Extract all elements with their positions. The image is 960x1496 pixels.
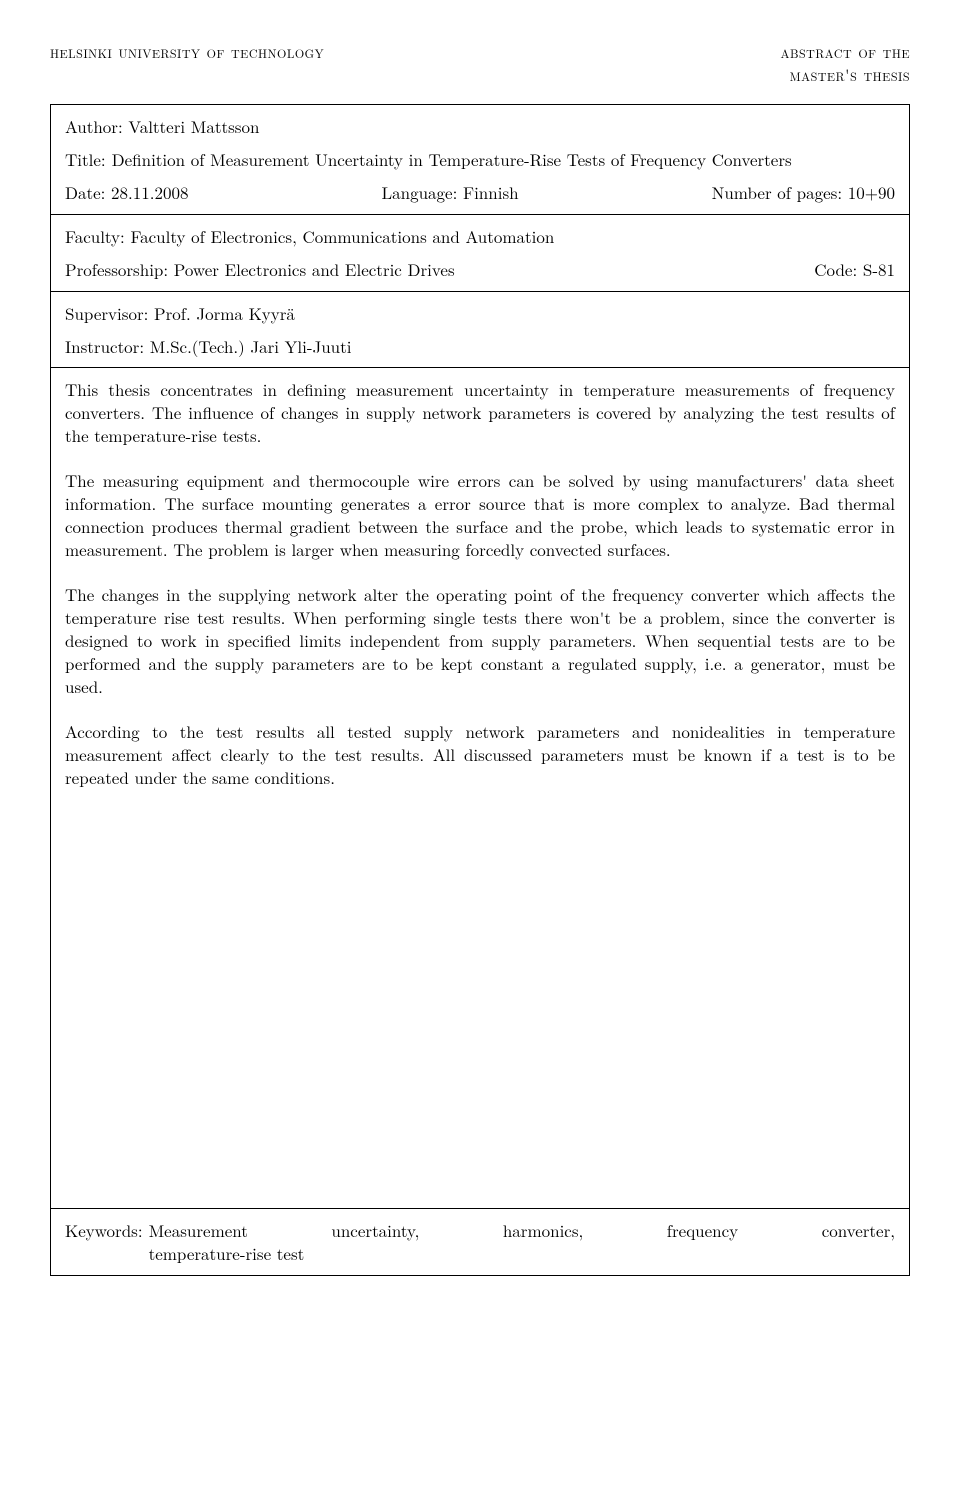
title-label: Title: (65, 148, 112, 171)
professorship-row: Professorship: Power Electronics and Ele… (65, 258, 895, 281)
instructor-row: Instructor: M.Sc.(Tech.) Jari Yli-Juuti (65, 335, 895, 358)
code-value: S-81 (863, 257, 895, 281)
code-cell: Code: S-81 (814, 258, 895, 281)
supervisor-label: Supervisor: (65, 301, 148, 325)
professorship-cell: Professorship: Power Electronics and Ele… (65, 258, 455, 281)
abstract-heading: abstract of the master's thesis (781, 40, 911, 86)
faculty-value: Faculty of Electronics, Communications a… (130, 224, 554, 248)
kw-word2: uncertainty, (331, 1219, 419, 1242)
language-label: Language: (382, 180, 458, 204)
keywords-row: Keywords: Measurement uncertainty, harmo… (65, 1219, 895, 1265)
abstract-p3: The changes in the supplying network alt… (65, 583, 895, 698)
pages-cell: Number of pages: 10+90 (712, 181, 895, 204)
code-label: Code: (814, 257, 857, 281)
author-label: Author: (65, 114, 123, 138)
faculty-box: Faculty: Faculty of Electronics, Communi… (50, 214, 910, 292)
author-name: Valtteri Mattsson (128, 114, 259, 138)
thesis-type-label: master's thesis (781, 63, 911, 86)
abstract-of-label: abstract of the (781, 40, 911, 63)
date-label: Date: (65, 180, 105, 204)
instructor-label: Instructor: (65, 334, 144, 358)
pages-value: 10+90 (848, 180, 895, 204)
date-lang-pages-row: Date: 28.11.2008 Language: Finnish Numbe… (65, 181, 895, 204)
page-header: helsinki university of technology abstra… (50, 40, 910, 86)
kw-word5: converter, (822, 1219, 895, 1242)
kw-word1: Measurement (149, 1219, 248, 1242)
university-name: helsinki university of technology (50, 40, 324, 86)
language-value: Finnish (463, 180, 519, 204)
date-cell: Date: 28.11.2008 (65, 181, 189, 204)
abstract-p4: According to the test results all tested… (65, 720, 895, 789)
keywords-text: Measurement uncertainty, harmonics, freq… (149, 1219, 895, 1265)
keywords-label: Keywords: (65, 1219, 149, 1265)
abstract-box: This thesis concentrates in defining mea… (50, 367, 910, 1209)
faculty-label: Faculty: (65, 224, 125, 248)
faculty-row: Faculty: Faculty of Electronics, Communi… (65, 225, 895, 248)
abstract-p1: This thesis concentrates in defining mea… (65, 378, 895, 447)
supervisor-value: Prof. Jorma Kyyrä (154, 301, 295, 325)
instructor-value: M.Sc.(Tech.) Jari Yli-Juuti (150, 334, 352, 358)
keywords-line2: temperature-rise test (149, 1241, 305, 1265)
language-cell: Language: Finnish (382, 181, 519, 204)
keywords-box: Keywords: Measurement uncertainty, harmo… (50, 1208, 910, 1276)
author-row: Author: Valtteri Mattsson (65, 115, 895, 138)
title-text: Definition of Measurement Uncertainty in… (112, 148, 895, 171)
author-title-box: Author: Valtteri Mattsson Title: Definit… (50, 104, 910, 215)
supervisor-row: Supervisor: Prof. Jorma Kyyrä (65, 302, 895, 325)
professorship-value: Power Electronics and Electric Drives (174, 257, 455, 281)
title-row: Title: Definition of Measurement Uncerta… (65, 148, 895, 171)
pages-label: Number of pages: (712, 180, 842, 204)
abstract-p2: The measuring equipment and thermocouple… (65, 469, 895, 561)
date-value: 28.11.2008 (111, 180, 188, 204)
kw-word3: harmonics, (503, 1219, 583, 1242)
professorship-label: Professorship: (65, 257, 168, 281)
supervisor-box: Supervisor: Prof. Jorma Kyyrä Instructor… (50, 291, 910, 369)
kw-word4: frequency (667, 1219, 738, 1242)
